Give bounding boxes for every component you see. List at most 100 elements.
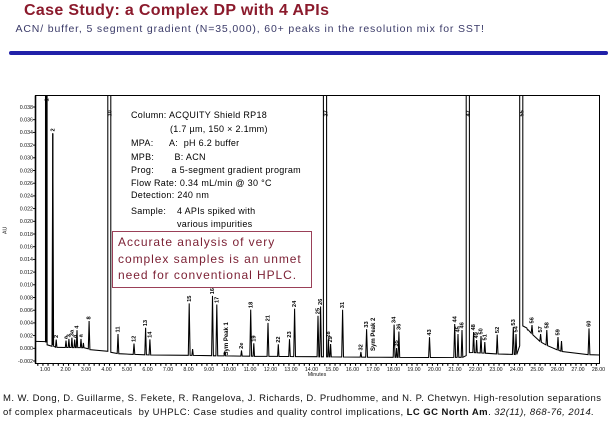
svg-text:0.008: 0.008 xyxy=(20,295,33,301)
svg-text:0.032: 0.032 xyxy=(20,143,33,149)
svg-text:55: 55 xyxy=(520,110,526,116)
svg-text:20.00: 20.00 xyxy=(428,367,441,373)
svg-text:50: 50 xyxy=(479,328,485,334)
svg-text:2: 2 xyxy=(50,128,56,131)
svg-text:18.00: 18.00 xyxy=(387,367,400,373)
svg-text:4.00: 4.00 xyxy=(101,367,111,373)
svg-text:16: 16 xyxy=(210,288,216,294)
svg-text:59: 59 xyxy=(556,329,562,335)
svg-text:10: 10 xyxy=(108,110,114,116)
svg-text:19: 19 xyxy=(251,335,257,341)
svg-text:0.014: 0.014 xyxy=(20,257,33,263)
svg-text:0.006: 0.006 xyxy=(20,308,33,314)
svg-text:Sym Peak 1: Sym Peak 1 xyxy=(224,321,230,355)
svg-text:52: 52 xyxy=(495,327,501,333)
svg-text:24.00: 24.00 xyxy=(510,367,523,373)
svg-text:0.024: 0.024 xyxy=(20,194,33,200)
svg-text:17.00: 17.00 xyxy=(366,367,379,373)
svg-text:3: 3 xyxy=(67,334,73,337)
svg-text:57: 57 xyxy=(538,326,544,332)
svg-text:21.00: 21.00 xyxy=(448,367,461,373)
svg-text:12: 12 xyxy=(132,336,138,342)
svg-text:a: a xyxy=(64,335,70,339)
svg-text:48: 48 xyxy=(471,324,477,330)
svg-text:3.00: 3.00 xyxy=(81,367,91,373)
svg-text:58: 58 xyxy=(544,322,550,328)
svg-text:0.036: 0.036 xyxy=(20,118,33,124)
svg-text:-0.002: -0.002 xyxy=(18,359,33,365)
svg-text:14: 14 xyxy=(148,331,154,338)
svg-text:15.00: 15.00 xyxy=(325,367,338,373)
svg-text:12.00: 12.00 xyxy=(264,367,277,373)
svg-text:27: 27 xyxy=(323,110,329,116)
svg-text:10.00: 10.00 xyxy=(223,367,236,373)
svg-text:14.00: 14.00 xyxy=(305,367,318,373)
svg-text:31: 31 xyxy=(340,302,346,308)
svg-text:28: 28 xyxy=(326,331,332,337)
svg-text:21: 21 xyxy=(266,315,272,321)
svg-text:Sym Peak 2: Sym Peak 2 xyxy=(371,317,377,351)
svg-text:AU: AU xyxy=(2,226,8,234)
svg-text:16.00: 16.00 xyxy=(346,367,359,373)
svg-text:0.020: 0.020 xyxy=(20,219,33,225)
svg-text:Minutes: Minutes xyxy=(308,372,327,378)
svg-text:0.016: 0.016 xyxy=(20,245,33,251)
svg-text:56: 56 xyxy=(530,317,536,323)
svg-text:23: 23 xyxy=(287,331,293,337)
svg-text:0.022: 0.022 xyxy=(20,206,33,212)
svg-text:1.00: 1.00 xyxy=(40,367,50,373)
svg-text:28.00: 28.00 xyxy=(592,367,605,373)
svg-text:6.00: 6.00 xyxy=(142,367,152,373)
svg-text:53: 53 xyxy=(511,319,517,325)
svg-text:18: 18 xyxy=(248,302,254,308)
svg-text:45: 45 xyxy=(456,326,462,332)
svg-text:54: 54 xyxy=(514,325,520,332)
svg-text:8.00: 8.00 xyxy=(183,367,193,373)
svg-text:0.010: 0.010 xyxy=(20,283,33,289)
svg-text:11.00: 11.00 xyxy=(244,367,257,373)
svg-text:2: 2 xyxy=(54,335,60,338)
svg-text:2.00: 2.00 xyxy=(60,367,70,373)
svg-text:7.00: 7.00 xyxy=(163,367,173,373)
svg-text:4: 4 xyxy=(75,325,81,329)
svg-text:22.00: 22.00 xyxy=(469,367,482,373)
svg-text:8: 8 xyxy=(87,316,93,319)
svg-text:27.00: 27.00 xyxy=(571,367,584,373)
svg-text:25.00: 25.00 xyxy=(530,367,543,373)
svg-text:19.00: 19.00 xyxy=(407,367,420,373)
svg-text:2e: 2e xyxy=(239,343,245,349)
svg-text:24: 24 xyxy=(292,300,298,307)
svg-text:49: 49 xyxy=(474,332,480,338)
svg-text:a: a xyxy=(79,333,85,337)
svg-text:0.002: 0.002 xyxy=(20,333,33,339)
svg-text:9.00: 9.00 xyxy=(204,367,214,373)
svg-text:0.038: 0.038 xyxy=(20,105,33,111)
svg-text:0.030: 0.030 xyxy=(20,156,33,162)
svg-text:a: a xyxy=(72,334,78,338)
svg-text:0.012: 0.012 xyxy=(20,270,33,276)
svg-text:0.004: 0.004 xyxy=(20,321,33,327)
svg-text:0.000: 0.000 xyxy=(20,346,33,352)
svg-text:0.028: 0.028 xyxy=(20,168,33,174)
svg-text:47: 47 xyxy=(466,110,472,116)
svg-text:51: 51 xyxy=(482,334,488,340)
svg-text:0.018: 0.018 xyxy=(20,232,33,238)
svg-text:33: 33 xyxy=(364,321,370,327)
svg-text:23.00: 23.00 xyxy=(489,367,502,373)
svg-text:13: 13 xyxy=(143,320,149,326)
svg-text:25: 25 xyxy=(316,308,322,314)
svg-text:22: 22 xyxy=(276,336,282,342)
svg-text:46: 46 xyxy=(460,322,466,328)
svg-text:26.00: 26.00 xyxy=(551,367,564,373)
svg-text:60: 60 xyxy=(587,321,593,327)
svg-text:32: 32 xyxy=(359,344,365,350)
svg-text:34: 34 xyxy=(392,316,398,323)
svg-text:13.00: 13.00 xyxy=(284,367,297,373)
svg-text:1: 1 xyxy=(45,98,51,101)
svg-text:44: 44 xyxy=(452,315,458,322)
svg-text:0.034: 0.034 xyxy=(20,130,33,136)
svg-text:11: 11 xyxy=(116,326,122,332)
svg-text:26: 26 xyxy=(318,299,324,305)
svg-text:35: 35 xyxy=(394,340,400,346)
svg-text:15: 15 xyxy=(187,296,193,302)
